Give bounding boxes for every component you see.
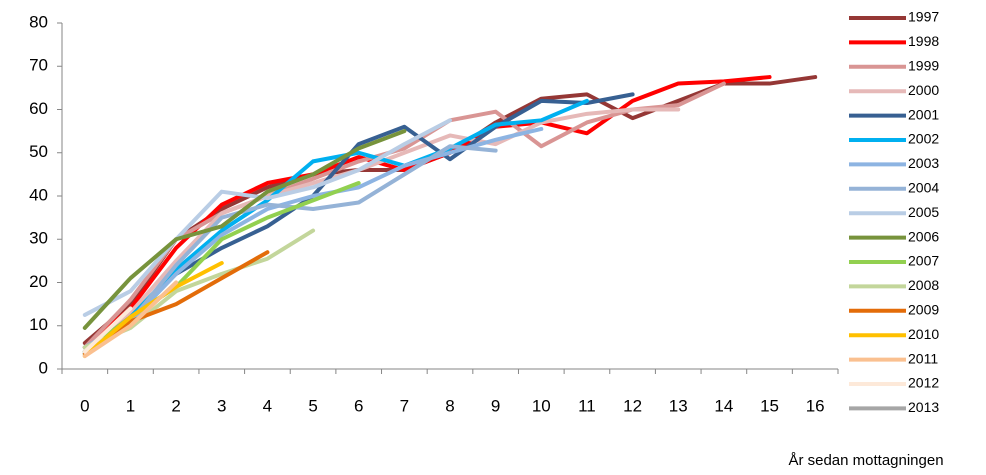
series-line xyxy=(82,107,681,354)
series-line xyxy=(82,92,635,354)
legend-label: 2006 xyxy=(908,228,939,244)
legend-label: 2000 xyxy=(908,82,939,98)
y-tick-label: 30 xyxy=(29,229,48,248)
series-line xyxy=(82,75,772,350)
series-line xyxy=(82,129,407,330)
series-line xyxy=(82,118,452,317)
y-tick-label: 0 xyxy=(39,358,48,377)
series-line xyxy=(82,306,133,354)
legend-label: 2003 xyxy=(908,155,939,171)
y-tick-label: 60 xyxy=(29,99,48,118)
x-tick-label: 3 xyxy=(217,396,226,415)
x-tick-label: 10 xyxy=(532,396,551,415)
y-tick-label: 50 xyxy=(29,142,48,161)
y-tick-label: 10 xyxy=(29,315,48,334)
legend-label: 2004 xyxy=(908,180,939,196)
x-tick-label: 1 xyxy=(126,396,135,415)
legend-label: 1997 xyxy=(908,9,939,25)
legend-label: 2012 xyxy=(908,375,939,391)
legend-label: 2013 xyxy=(908,399,939,415)
x-tick-label: 15 xyxy=(760,396,779,415)
series-line xyxy=(82,75,818,346)
legend-label: 1998 xyxy=(908,33,939,49)
x-tick-label: 0 xyxy=(80,396,89,415)
x-tick-label: 16 xyxy=(806,396,825,415)
x-tick-label: 6 xyxy=(354,396,363,415)
x-tick-label: 12 xyxy=(623,396,642,415)
legend-label: 2005 xyxy=(908,204,939,220)
x-tick-label: 2 xyxy=(171,396,180,415)
y-tick-label: 70 xyxy=(29,56,48,75)
legend-label: 2011 xyxy=(908,350,938,366)
x-tick-label: 7 xyxy=(400,396,409,415)
x-tick-label: 4 xyxy=(263,396,272,415)
legend-label: 1999 xyxy=(908,58,939,74)
y-tick-label: 40 xyxy=(29,185,48,204)
legend-label: 2007 xyxy=(908,253,939,269)
y-tick-label: 80 xyxy=(29,12,48,31)
legend-label: 2002 xyxy=(908,131,939,147)
x-tick-label: 8 xyxy=(445,396,454,415)
legend-label: 2008 xyxy=(908,277,939,293)
x-tick-label: 11 xyxy=(578,396,596,415)
series-line xyxy=(82,98,589,356)
series-line xyxy=(82,81,726,350)
series-line xyxy=(82,144,498,350)
legend-label: 2001 xyxy=(908,106,939,122)
legend-label: 2009 xyxy=(908,302,939,318)
x-tick-label: 13 xyxy=(669,396,688,415)
x-tick-label: 9 xyxy=(491,396,500,415)
legend-label: 2010 xyxy=(908,326,939,342)
x-axis-label: År sedan mottagningen xyxy=(788,452,943,469)
series-line xyxy=(82,280,179,359)
y-tick-label: 20 xyxy=(29,272,48,291)
x-tick-label: 14 xyxy=(714,396,733,415)
x-tick-label: 5 xyxy=(308,396,317,415)
